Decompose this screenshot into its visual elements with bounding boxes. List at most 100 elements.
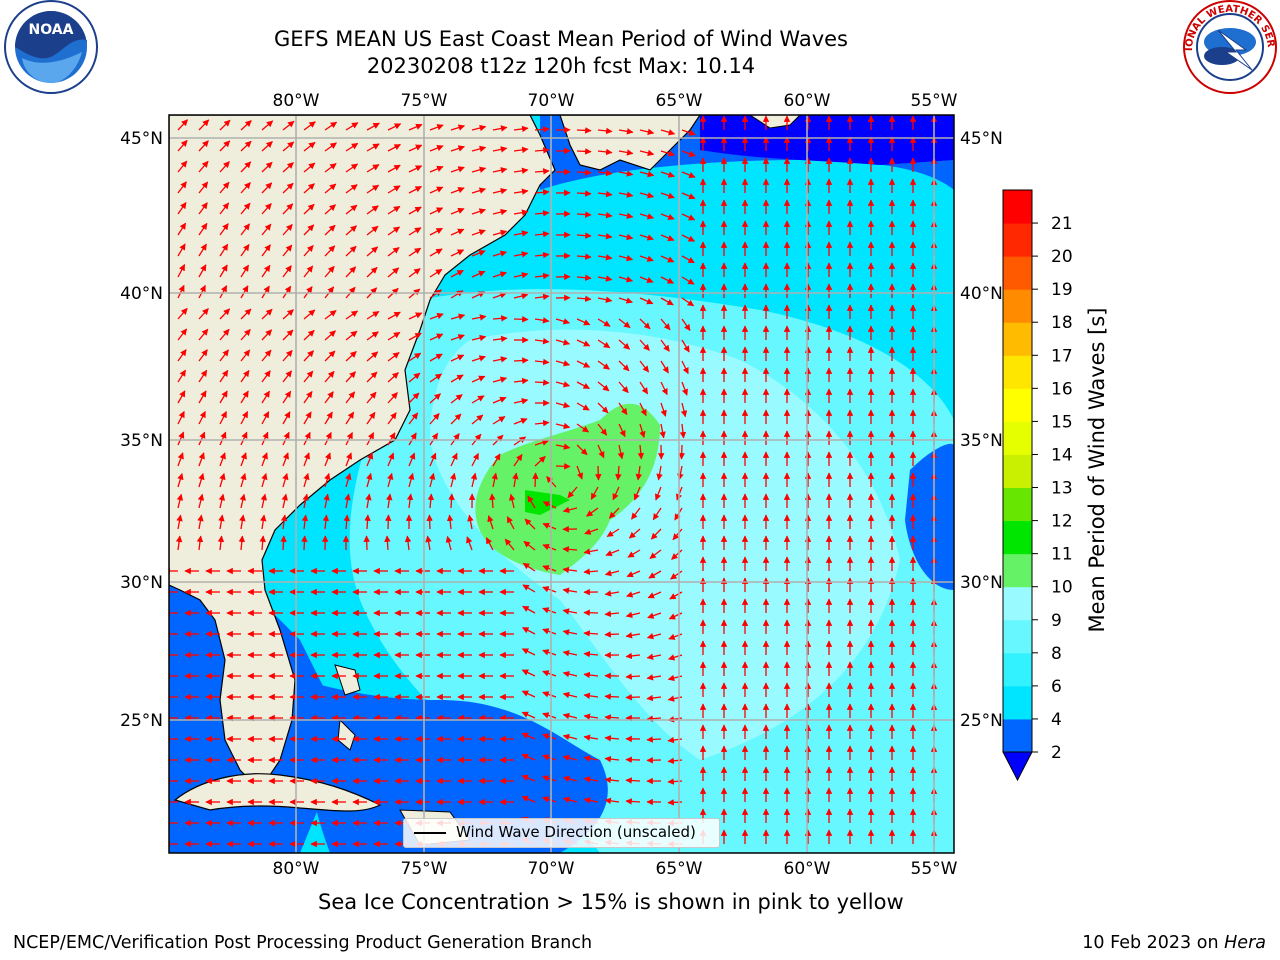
wind-wave-arrow: [670, 570, 683, 580]
wind-wave-arrow: [177, 264, 186, 278]
wind-wave-arrow: [680, 402, 688, 418]
wind-wave-arrow: [345, 411, 355, 425]
wind-wave-arrow: [562, 712, 578, 720]
wind-wave-arrow: [597, 402, 609, 414]
wind-wave-arrow: [324, 162, 337, 173]
wind-wave-arrow: [303, 141, 316, 152]
wind-wave-arrow: [219, 243, 229, 257]
wind-wave-arrow: [555, 360, 571, 367]
wind-wave-arrow: [219, 431, 227, 446]
colorbar-segment: [1003, 718, 1032, 753]
wind-wave-arrow: [542, 796, 557, 803]
wind-wave-arrow: [387, 311, 401, 320]
wind-wave-arrow: [261, 329, 273, 341]
wind-wave-arrow: [261, 244, 271, 257]
wind-wave-arrow: [562, 566, 578, 574]
wind-wave-arrow: [521, 711, 536, 719]
wind-wave-arrow: [429, 268, 443, 278]
wind-wave-arrow: [303, 350, 314, 362]
colorbar-tick-label: 10: [1051, 578, 1073, 598]
wind-wave-arrow: [637, 444, 645, 460]
wind-wave-arrow: [198, 119, 210, 131]
wind-wave-arrow: [534, 147, 550, 154]
wind-wave-arrow: [282, 120, 295, 131]
wind-wave-arrow: [562, 506, 578, 514]
wind-wave-arrow: [534, 230, 550, 238]
wind-wave-arrow: [660, 402, 667, 417]
wind-wave-arrow: [365, 493, 372, 509]
wind-wave-arrow: [240, 182, 251, 194]
wind-wave-arrow: [259, 535, 266, 551]
wind-wave-arrow: [656, 465, 663, 481]
wind-wave-arrow: [647, 612, 662, 619]
land-cuba: [173, 773, 382, 812]
wind-wave-arrow: [618, 423, 626, 438]
wind-wave-arrow: [261, 349, 272, 362]
wind-wave-arrow: [345, 122, 359, 131]
wind-wave-arrow: [219, 349, 230, 362]
wind-wave-arrow: [491, 472, 498, 488]
wind-wave-arrow: [627, 549, 641, 558]
wind-wave-arrow: [219, 308, 231, 320]
wind-wave-arrow: [639, 234, 654, 241]
wind-wave-arrow: [576, 444, 588, 456]
wind-wave-arrow: [345, 266, 357, 278]
wind-wave-arrow: [219, 223, 229, 236]
wind-wave-arrow: [555, 422, 571, 430]
wind-wave-arrow: [512, 472, 519, 488]
wind-wave-arrow: [324, 411, 333, 425]
wind-wave-arrow: [628, 528, 641, 539]
wind-wave-arrow: [177, 410, 185, 425]
colorbar-tick-label: 2: [1051, 743, 1062, 763]
svg-text:NOAA: NOAA: [29, 22, 74, 38]
wind-wave-arrow: [303, 121, 316, 131]
wind-wave-arrow: [618, 339, 631, 350]
wind-wave-arrow: [364, 514, 371, 530]
wind-wave-arrow: [492, 356, 508, 363]
wind-wave-arrow: [219, 369, 229, 383]
wind-wave-arrow: [282, 162, 294, 173]
wind-wave-arrow: [471, 250, 486, 257]
colorbar-tick-label: 15: [1051, 412, 1073, 432]
wind-wave-arrow: [324, 183, 337, 194]
footer-date: 10 Feb 2023 on Hera: [1082, 933, 1266, 953]
wind-wave-arrow: [681, 255, 695, 264]
wind-wave-arrow: [366, 472, 373, 488]
wind-wave-arrow: [646, 715, 662, 722]
lon-labels-top: 80°W 75°W 70°W 65°W 60°W 55°W: [273, 91, 958, 111]
wind-wave-arrow: [303, 329, 315, 341]
wind-wave-arrow: [639, 192, 655, 199]
wind-wave-arrow: [597, 169, 613, 177]
wind-wave-arrow: [240, 431, 248, 446]
lon-labels-bottom: 80°W 75°W 70°W 65°W 60°W 55°W: [273, 859, 958, 879]
wind-wave-arrow: [177, 222, 187, 236]
wind-wave-arrow: [542, 586, 557, 593]
wind-wave-arrow: [492, 167, 508, 174]
wind-wave-arrow: [597, 190, 613, 198]
wind-wave-arrow: [345, 391, 356, 404]
wind-wave-arrow: [366, 351, 379, 362]
wind-wave-arrow: [177, 307, 188, 320]
wind-wave-arrow: [177, 119, 188, 131]
colorbar-frame: [1002, 189, 1033, 753]
wind-wave-arrow: [406, 493, 414, 509]
colorbar-tick-label: 12: [1051, 512, 1073, 532]
wind-wave-arrow: [198, 431, 206, 446]
wind-wave-arrow: [542, 733, 557, 740]
wind-wave-arrow: [513, 398, 529, 405]
wind-wave-arrow: [429, 248, 443, 257]
wind-wave-arrow: [219, 472, 226, 488]
wind-wave-arrow: [597, 127, 613, 135]
colorbar-tick-label: 11: [1051, 545, 1073, 565]
wind-wave-arrow: [583, 671, 599, 679]
wind-wave-arrow: [639, 149, 655, 157]
wind-wave-arrow: [522, 605, 536, 614]
wind-wave-arrow: [492, 229, 508, 236]
svg-text:35°N: 35°N: [960, 431, 1003, 451]
wind-wave-arrow: [282, 141, 295, 152]
wind-wave-arrow: [513, 357, 529, 364]
wind-wave-arrow: [635, 465, 643, 481]
wind-wave-arrow: [240, 411, 249, 425]
wind-wave-arrow: [660, 360, 669, 374]
wind-wave-arrow: [445, 535, 453, 551]
